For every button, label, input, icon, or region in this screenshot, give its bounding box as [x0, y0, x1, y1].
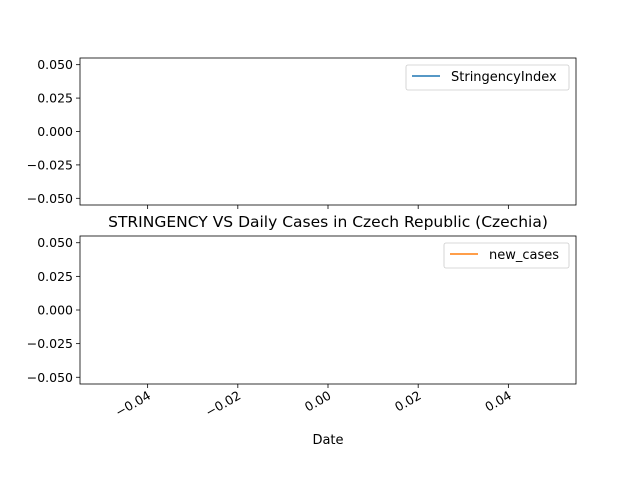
- top-legend-label: StringencyIndex: [451, 70, 557, 85]
- top-y-tick-label: −0.050: [27, 191, 73, 206]
- top-x-ticks: [147, 205, 509, 209]
- x-tick-label: 0.02: [392, 388, 424, 415]
- top-y-tick-label: 0.025: [37, 91, 73, 106]
- bottom-y-tick-label: 0.025: [37, 269, 73, 284]
- bottom-legend-label: new_cases: [489, 248, 559, 263]
- x-tick-label: 0.00: [302, 388, 334, 415]
- chart-title: STRINGENCY VS Daily Cases in Czech Repub…: [108, 213, 548, 231]
- top-y-tick-label: 0.000: [37, 124, 73, 139]
- bottom-y-tick-label: 0.000: [37, 303, 73, 318]
- x-tick-label: −0.02: [203, 388, 244, 420]
- bottom-panel: 0.050 0.025 0.000 −0.025 −0.050 −0.04 −0.02 0.…: [27, 235, 577, 420]
- x-tick-label: 0.04: [482, 388, 514, 415]
- bottom-legend-box: [443, 242, 570, 269]
- bottom-y-tick-label: −0.050: [27, 370, 73, 385]
- bottom-y-tick-label: −0.025: [27, 336, 73, 351]
- bottom-legend: new_cases: [443, 242, 570, 269]
- top-y-ticks: 0.050 0.025 0.000 −0.025 −0.050: [27, 57, 80, 206]
- top-legend-box: [405, 64, 570, 91]
- top-legend: StringencyIndex: [405, 64, 570, 91]
- x-tick-label: −0.04: [112, 388, 153, 420]
- top-y-tick-label: −0.025: [27, 157, 73, 172]
- top-y-tick-label: 0.050: [37, 57, 73, 72]
- top-panel: 0.050 0.025 0.000 −0.025 −0.050 StringencyIn…: [27, 57, 577, 209]
- bottom-y-tick-label: 0.050: [37, 235, 73, 250]
- bottom-y-ticks: 0.050 0.025 0.000 −0.025 −0.050: [27, 235, 80, 385]
- bottom-x-ticks: −0.04 −0.02 0.00 0.02 0.04: [112, 384, 514, 420]
- x-axis-label: Date: [312, 433, 343, 448]
